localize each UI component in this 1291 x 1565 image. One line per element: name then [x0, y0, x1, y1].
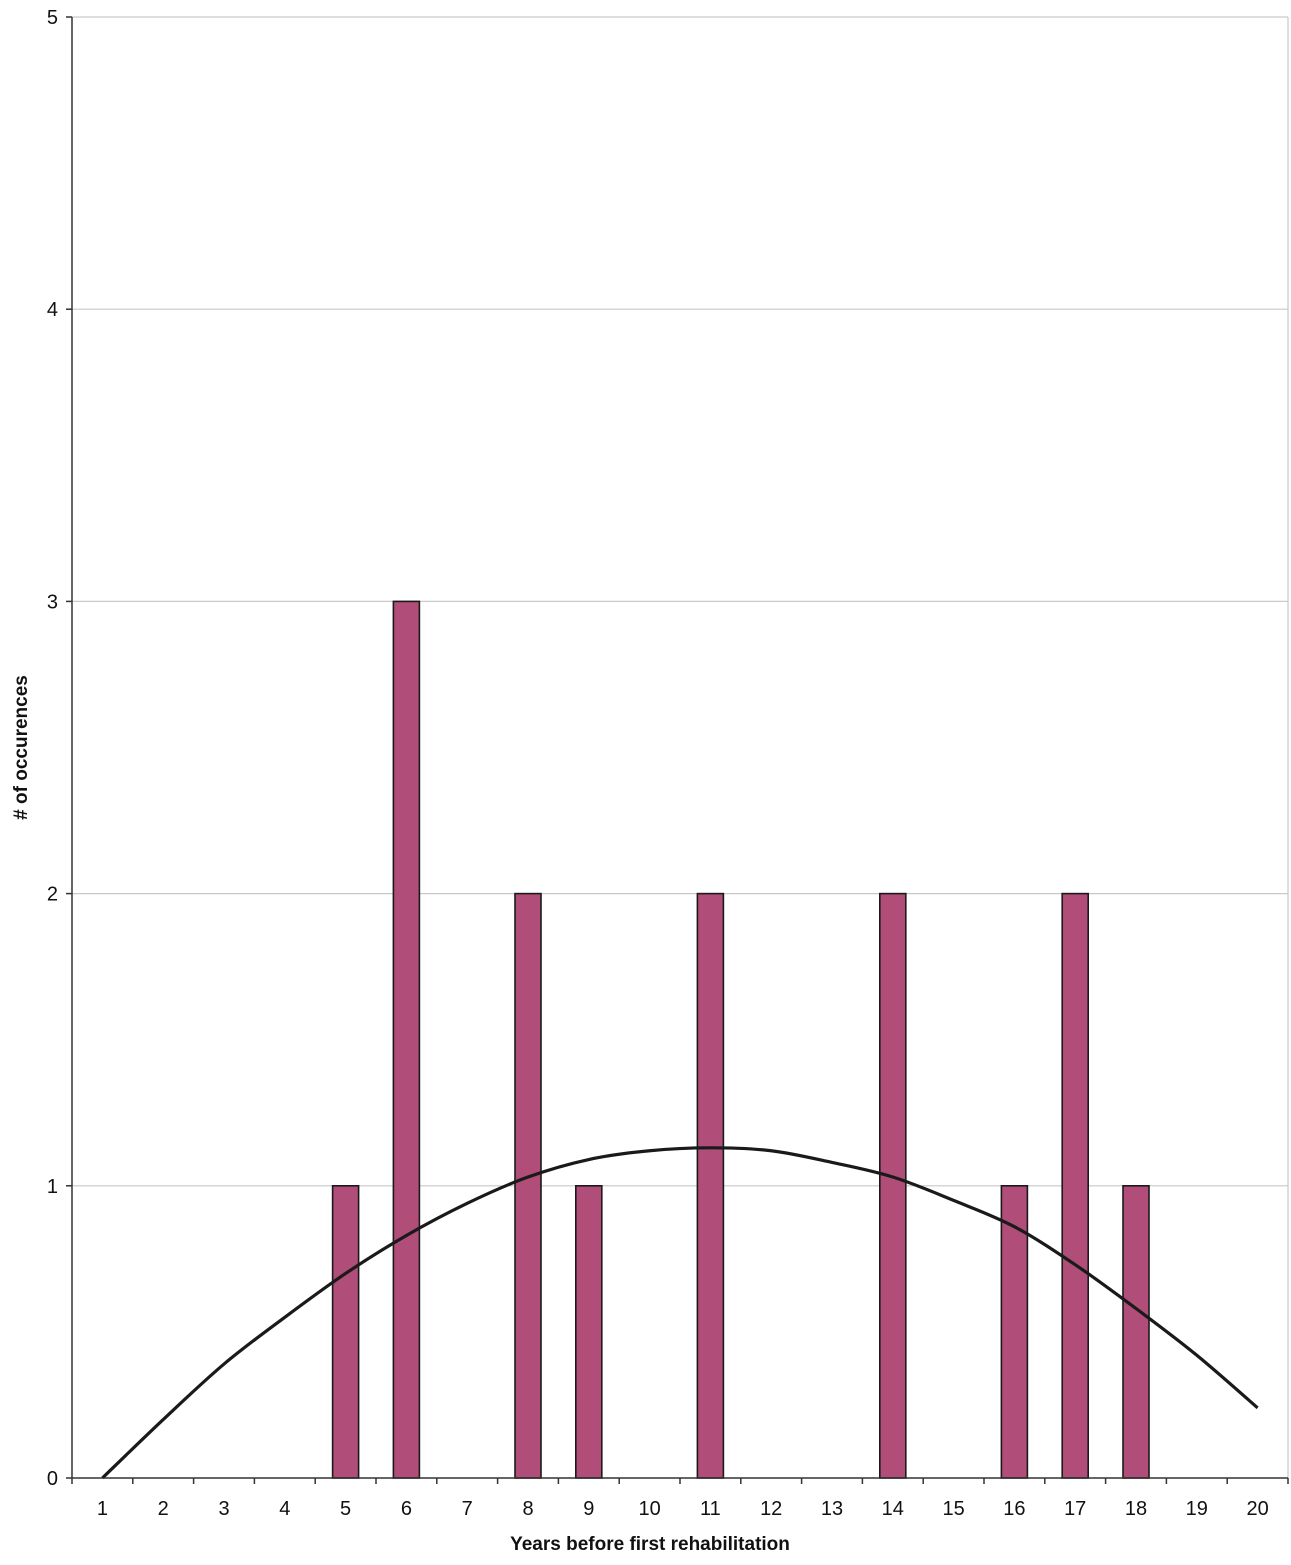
gridlines — [72, 16, 1289, 1478]
bars — [331, 600, 1150, 1479]
y-tick-labels: 0 1 2 3 4 5 — [47, 7, 58, 1490]
bar — [1122, 1185, 1150, 1479]
bar — [514, 892, 542, 1479]
trendline-group — [101, 1146, 1259, 1480]
trendline — [101, 1146, 1259, 1480]
x-tick-label: 20 — [1246, 1498, 1268, 1520]
x-tick-label: 17 — [1064, 1498, 1086, 1520]
x-tick-label: 4 — [279, 1498, 290, 1520]
x-tick-label: 18 — [1125, 1498, 1147, 1520]
x-tick-label: 19 — [1186, 1498, 1208, 1520]
bar — [574, 1185, 603, 1479]
x-tick-label: 9 — [583, 1498, 594, 1520]
x-tick-label: 1 — [97, 1498, 108, 1520]
y-tick-label: 2 — [47, 884, 58, 906]
x-tick-label: 8 — [522, 1498, 533, 1520]
x-tick-label: 6 — [401, 1498, 412, 1520]
x-tick-label: 12 — [760, 1498, 782, 1520]
x-tick-label: 7 — [462, 1498, 473, 1520]
x-tick-labels: 1 2 3 4 5 6 7 8 9 10 11 12 13 14 15 16 17 18 19 20 — [97, 1498, 1269, 1520]
bar — [392, 600, 421, 1479]
x-tick-label: 11 — [700, 1498, 721, 1520]
y-tick-label: 3 — [47, 591, 58, 613]
x-tick-label: 5 — [340, 1498, 351, 1520]
x-tick-label: 13 — [821, 1498, 843, 1520]
x-tick-label: 3 — [218, 1498, 229, 1520]
x-tick-label: 16 — [1003, 1498, 1025, 1520]
bar — [1061, 892, 1089, 1479]
bar — [696, 892, 725, 1479]
x-tick-label: 15 — [942, 1498, 964, 1520]
x-axis-title: Years before first rehabilitation — [510, 1534, 790, 1555]
x-tick-label: 2 — [158, 1498, 169, 1520]
y-axis-title: # of occurences — [11, 675, 32, 820]
y-tick-label: 5 — [47, 7, 58, 29]
x-tick-label: 10 — [638, 1498, 660, 1520]
bar — [1000, 1185, 1029, 1479]
bar — [331, 1185, 360, 1479]
axes — [66, 16, 1289, 1484]
y-tick-label: 4 — [47, 299, 58, 321]
x-tick-label: 14 — [882, 1498, 904, 1520]
y-tick-label: 1 — [47, 1176, 58, 1198]
bar — [878, 892, 907, 1479]
y-tick-label: 0 — [47, 1468, 58, 1490]
